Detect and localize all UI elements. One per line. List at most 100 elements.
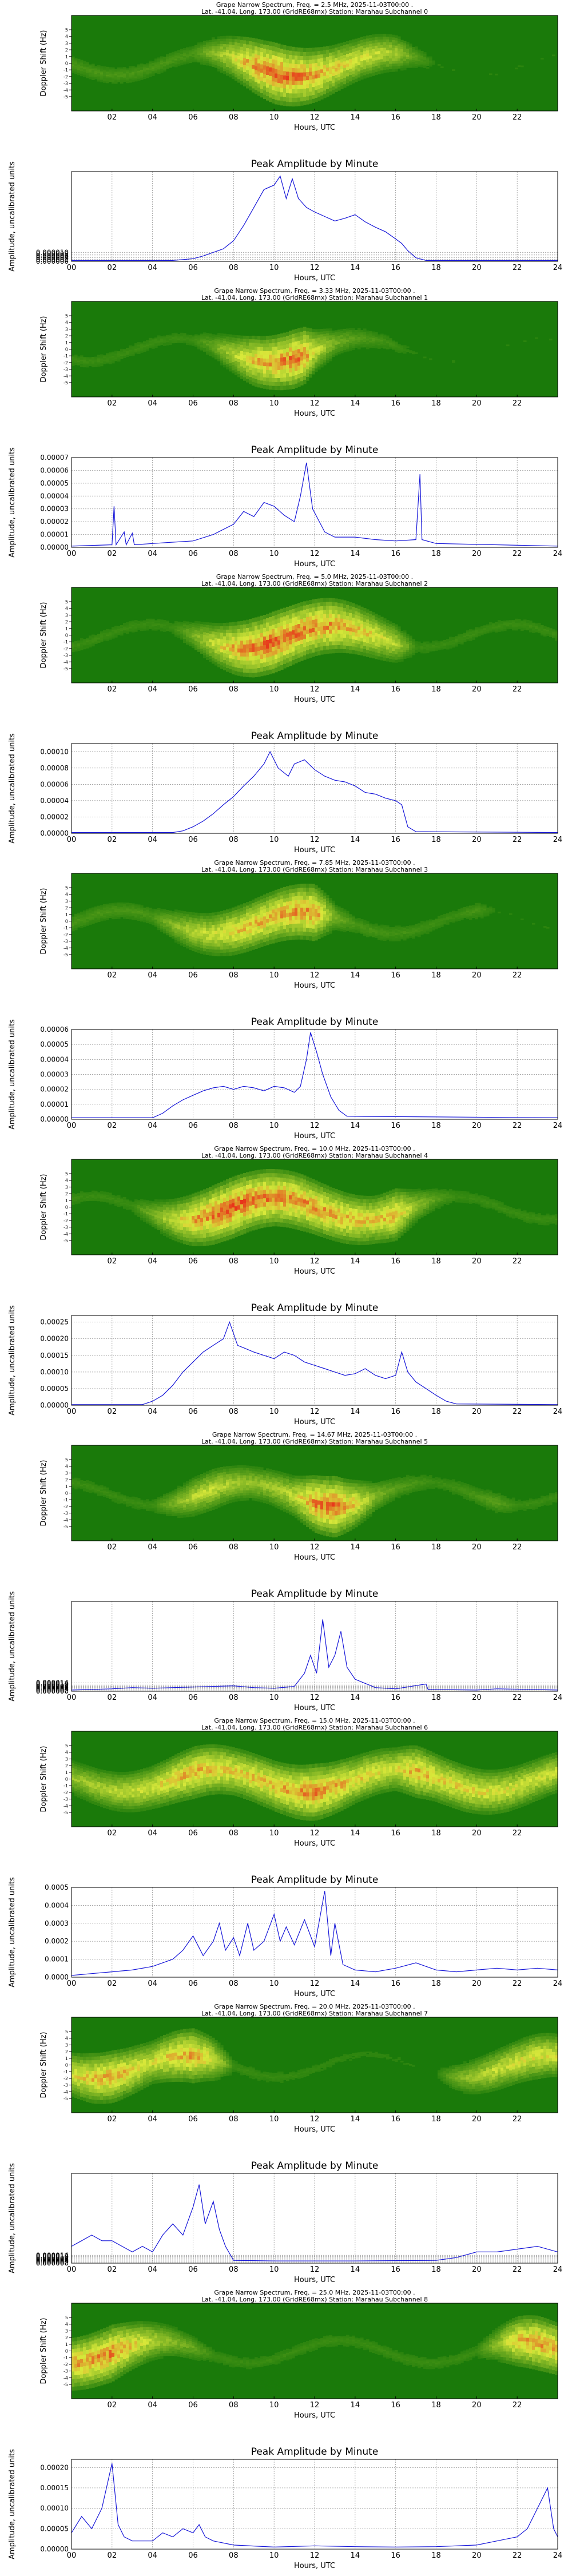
spectrogram-cell: [286, 80, 289, 85]
spectrogram-cell: [275, 374, 278, 378]
spectrogram-cell: [192, 61, 195, 62]
spectrogram-cell: [286, 97, 289, 102]
spectrogram-cell: [349, 610, 352, 614]
spectrogram-cell: [209, 623, 212, 626]
spectrogram-cell: [249, 83, 252, 87]
spectrogram-cell: [212, 60, 215, 63]
spectrogram-cell: [372, 629, 375, 632]
spectrogram-cell: [320, 646, 324, 650]
spectrogram-cell: [292, 329, 295, 334]
spectrogram-cell: [412, 49, 415, 51]
spectrogram-cell: [306, 100, 309, 104]
spectrogram-cell: [214, 335, 218, 337]
spectrogram-cell: [375, 653, 378, 656]
spectrogram-cell: [317, 639, 321, 643]
spectrogram-cell: [275, 91, 278, 96]
spectrogram-cell: [335, 47, 338, 51]
spectrogram-cell: [257, 343, 261, 347]
spectrogram-cell: [220, 51, 224, 54]
spectrogram-cell: [217, 340, 221, 342]
spectrogram-cell: [275, 347, 278, 351]
spectrogram-cell: [235, 349, 238, 352]
spectrogram-cell: [275, 615, 278, 619]
spectrogram-cell: [355, 346, 358, 348]
spectrogram-cell: [312, 628, 315, 632]
spectrogram-cell: [209, 51, 212, 53]
spectrogram-cell: [206, 627, 209, 630]
spectrogram-cell: [237, 43, 241, 46]
spectrogram-cell: [357, 53, 361, 57]
spectrogram-cell: [226, 349, 229, 352]
spectrogram-cell: [240, 351, 244, 355]
spectrogram-cell: [329, 343, 332, 345]
spectrogram-cell: [372, 622, 375, 626]
spectrogram-cell: [309, 356, 312, 360]
spectrogram-cell: [300, 365, 304, 369]
spectrogram-cell: [343, 623, 347, 627]
spectrogram-cell: [255, 70, 258, 74]
spectrogram-cell: [386, 56, 390, 59]
spectrogram-cell: [257, 355, 261, 359]
spectrogram-cell: [283, 647, 287, 651]
spectrogram-cell: [260, 654, 264, 659]
spectrogram-cell: [166, 929, 169, 931]
spectrogram-cell: [300, 373, 304, 377]
spectrogram-cell: [243, 665, 247, 669]
spectrogram-cell: [217, 639, 221, 642]
spectrogram-cell: [272, 374, 275, 378]
spectrogram-cell: [355, 622, 358, 626]
spectrogram-cell: [246, 379, 249, 383]
spectrogram-cell: [349, 635, 352, 639]
spectrogram-cell: [263, 78, 267, 82]
spectrogram-cell: [166, 933, 169, 935]
spectrogram-cell: [232, 630, 235, 634]
spectrogram-cell: [232, 652, 235, 656]
spectrogram-cell: [266, 41, 269, 46]
spectrogram-cell: [275, 82, 278, 87]
spectrogram-cell: [240, 376, 244, 379]
spectrogram-cell: [229, 622, 232, 626]
spectrogram-cell: [366, 633, 370, 637]
spectrogram-cell: [372, 625, 375, 629]
spectrogram-cell: [232, 66, 235, 70]
spectrogram-cell: [286, 373, 289, 377]
spectrogram-cell: [74, 72, 78, 74]
spectrogram-cell: [295, 638, 298, 642]
spectrogram-cell: [246, 55, 249, 59]
spectrogram-cell: [363, 63, 367, 67]
spectrogram-cell: [226, 626, 229, 630]
spectrogram-cell: [363, 51, 367, 55]
spectrogram-cell: [157, 923, 161, 925]
spectrogram-cell: [312, 607, 315, 611]
spectrogram-cell: [240, 649, 244, 653]
spectrogram-cell: [220, 646, 224, 649]
spectrogram-cell: [412, 58, 415, 61]
spectrogram-cell: [297, 374, 301, 379]
spectrogram-cell: [277, 378, 281, 382]
spectrogram-cell: [214, 65, 218, 68]
spectrogram-cell: [343, 611, 347, 615]
spectrogram-cell: [214, 49, 218, 51]
spectrogram-cell: [249, 353, 252, 356]
spectrogram-cell: [326, 646, 329, 650]
spectrogram-cell: [335, 58, 338, 61]
spectrogram-cell: [280, 639, 284, 644]
spectrogram-cell: [400, 633, 404, 636]
spectrogram-cell: [297, 47, 301, 52]
spectrogram-cell: [243, 377, 247, 381]
spectrogram-cell: [300, 356, 304, 361]
spectrogram-cell: [272, 355, 275, 359]
spectrogram-cell: [352, 341, 355, 343]
spectrogram-cell: [214, 638, 218, 642]
spectrogram-cell: [266, 79, 269, 84]
spectrogram-cell: [283, 621, 287, 625]
spectrogram-cell: [97, 365, 101, 367]
spectrogram-cell: [200, 624, 204, 627]
spectrogram-cell: [315, 347, 318, 351]
spectrogram-cell: [226, 344, 229, 347]
spectrogram-cell: [426, 651, 430, 653]
spectrogram-cell: [206, 622, 209, 625]
spectrogram-cell: [257, 59, 261, 63]
spectrogram-cell: [378, 644, 381, 647]
spectrogram-cell: [263, 373, 267, 377]
